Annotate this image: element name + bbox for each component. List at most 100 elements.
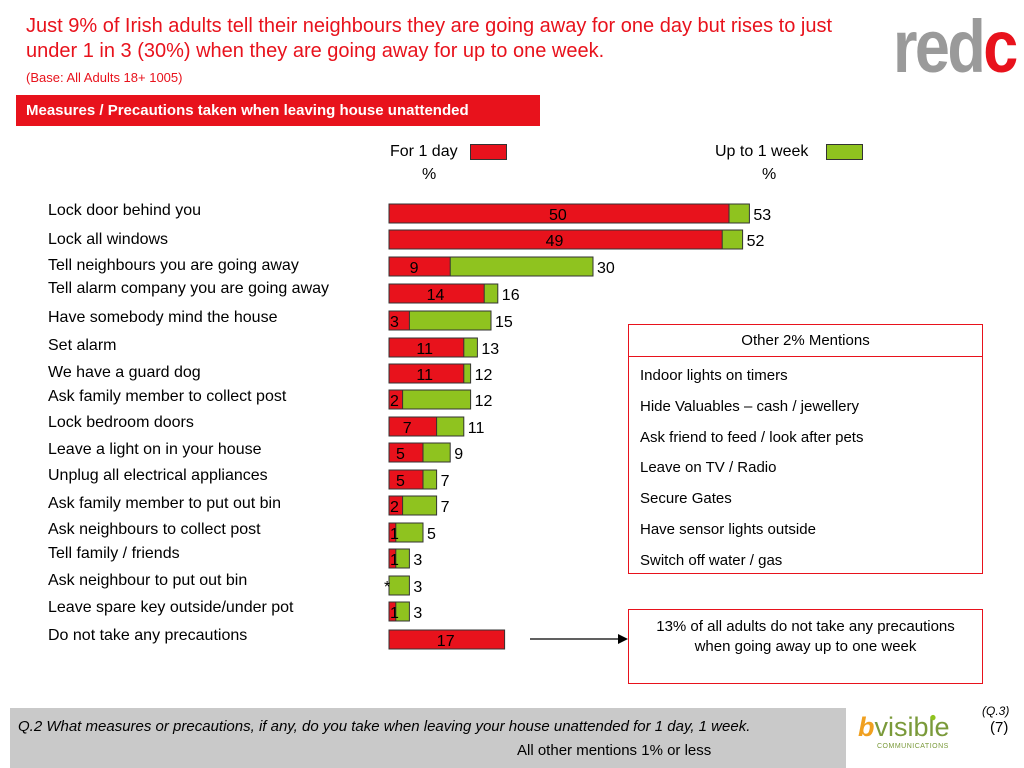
day-value-label: 2 [390,393,399,410]
legend-day-unit: % [422,166,437,183]
week-value-label: 12 [475,393,493,410]
redc-logo: redc [893,10,1018,84]
base-note: (Base: All Adults 18+ 1005) [26,70,183,85]
week-value-label: 3 [413,552,422,569]
category-label: Tell alarm company you are going away [48,280,330,297]
week-value-label: 3 [413,579,422,596]
bar-day [388,495,404,516]
day-value-label: 5 [396,473,405,490]
legend-week-swatch [826,144,863,160]
bvisible-logo: bvisible [858,712,950,743]
bar-day [388,256,451,277]
week-value-label: 9 [454,446,463,463]
category-label: Tell neighbours you are going away [48,257,299,274]
footer-logo-area [850,708,958,768]
week-value-label: 3 [413,605,422,622]
category-label: Ask family member to put out bin [48,495,281,512]
category-label: Do not take any precautions [48,627,248,644]
legend-week-label: Up to 1 week [715,143,809,160]
bvisible-logo-b: b [858,712,875,742]
legend-day-swatch [470,144,507,160]
category-label: Lock bedroom doors [48,414,194,431]
bar-day [388,548,397,569]
category-label: Set alarm [48,337,117,354]
week-value-label: 5 [427,526,436,543]
category-label: Lock door behind you [48,202,201,219]
mention-item: Secure Gates [640,490,732,508]
bar-day [388,389,404,410]
other-mentions-footnote: All other mentions 1% or less [517,742,712,759]
week-value-label: 53 [753,207,771,224]
day-value-label: 1 [390,526,399,543]
mention-item: Switch off water / gas [640,551,783,569]
bar-day [388,283,485,304]
bar-day [388,203,730,224]
logo-text-red: c [983,5,1018,88]
week-value-label: 15 [495,314,513,331]
survey-question: Q.2 What measures or precautions, if any… [18,718,751,735]
day-value-label: * [384,579,390,596]
day-value-label: 14 [427,287,445,304]
bar-day [388,310,410,331]
day-value-label: 49 [546,233,564,250]
day-value-label: 11 [416,367,433,384]
mention-item: Ask friend to feed / look after pets [640,428,864,446]
question-ref: (Q.3) [982,704,1010,718]
mention-item: Have sensor lights outside [640,520,816,538]
week-value-label: 7 [441,499,450,516]
week-value-label: 7 [441,473,450,490]
day-value-label: 5 [396,446,405,463]
bar-day [388,337,465,358]
headline: Just 9% of Irish adults tell their neigh… [26,15,832,62]
category-label: We have a guard dog [48,364,201,381]
other-mentions-box: Other 2% Mentions Indoor lights on timer… [628,324,983,574]
day-value-label: 9 [410,260,419,277]
arrow-icon [530,634,628,644]
bar-day [388,229,723,250]
category-label: Have somebody mind the house [48,309,278,326]
day-value-label: 3 [390,314,399,331]
day-value-label: 1 [390,552,399,569]
day-value-label: 1 [390,605,399,622]
mention-item: Indoor lights on timers [640,367,788,384]
week-value-label: 52 [747,233,765,250]
week-value-label: 12 [475,367,493,384]
section-title: Measures / Precautions taken when leavin… [16,95,540,126]
bar-day [388,363,465,384]
category-label: Ask family member to collect post [48,388,287,405]
day-value-label: 7 [403,420,412,437]
category-label: Ask neighbour to put out bin [48,572,248,589]
day-value-label: 11 [416,341,433,358]
bvisible-logo-sub: COMMUNICATIONS [877,743,949,750]
bvisible-logo-text: visible [874,712,950,742]
week-value-label: 16 [502,287,520,304]
week-value-label: 30 [597,260,615,277]
mention-item: Leave on TV / Radio [640,459,777,477]
other-mentions-title: Other 2% Mentions [629,325,982,357]
category-label: Tell family / friends [48,545,180,562]
logo-text-grey: red [893,5,986,88]
week-value-label: 11 [468,420,485,437]
bar-day [388,442,424,463]
legend-week-unit: % [762,166,777,183]
no-precautions-note: 13% of all adults do not take any precau… [628,609,983,684]
week-value-label: 13 [481,341,499,358]
day-value-label: 17 [437,633,455,650]
bar-day [388,629,506,650]
signal-icon: ⦁ [930,710,937,724]
day-value-label: 2 [390,499,399,516]
category-label: Leave a light on in your house [48,441,262,458]
other-mentions-list: Indoor lights on timers Hide Valuables –… [629,357,982,577]
category-label: Leave spare key outside/under pot [48,599,294,616]
category-label: Ask neighbours to collect post [48,521,261,538]
category-label: Lock all windows [48,231,169,248]
bar-day [388,601,397,622]
day-value-label: 50 [549,207,567,224]
bar-day [388,469,424,490]
bar-day [388,522,397,543]
category-label: Unplug all electrical appliances [48,467,268,484]
footer-bar [10,708,846,768]
page-number: (7) [990,719,1009,736]
bar-week [388,575,410,596]
